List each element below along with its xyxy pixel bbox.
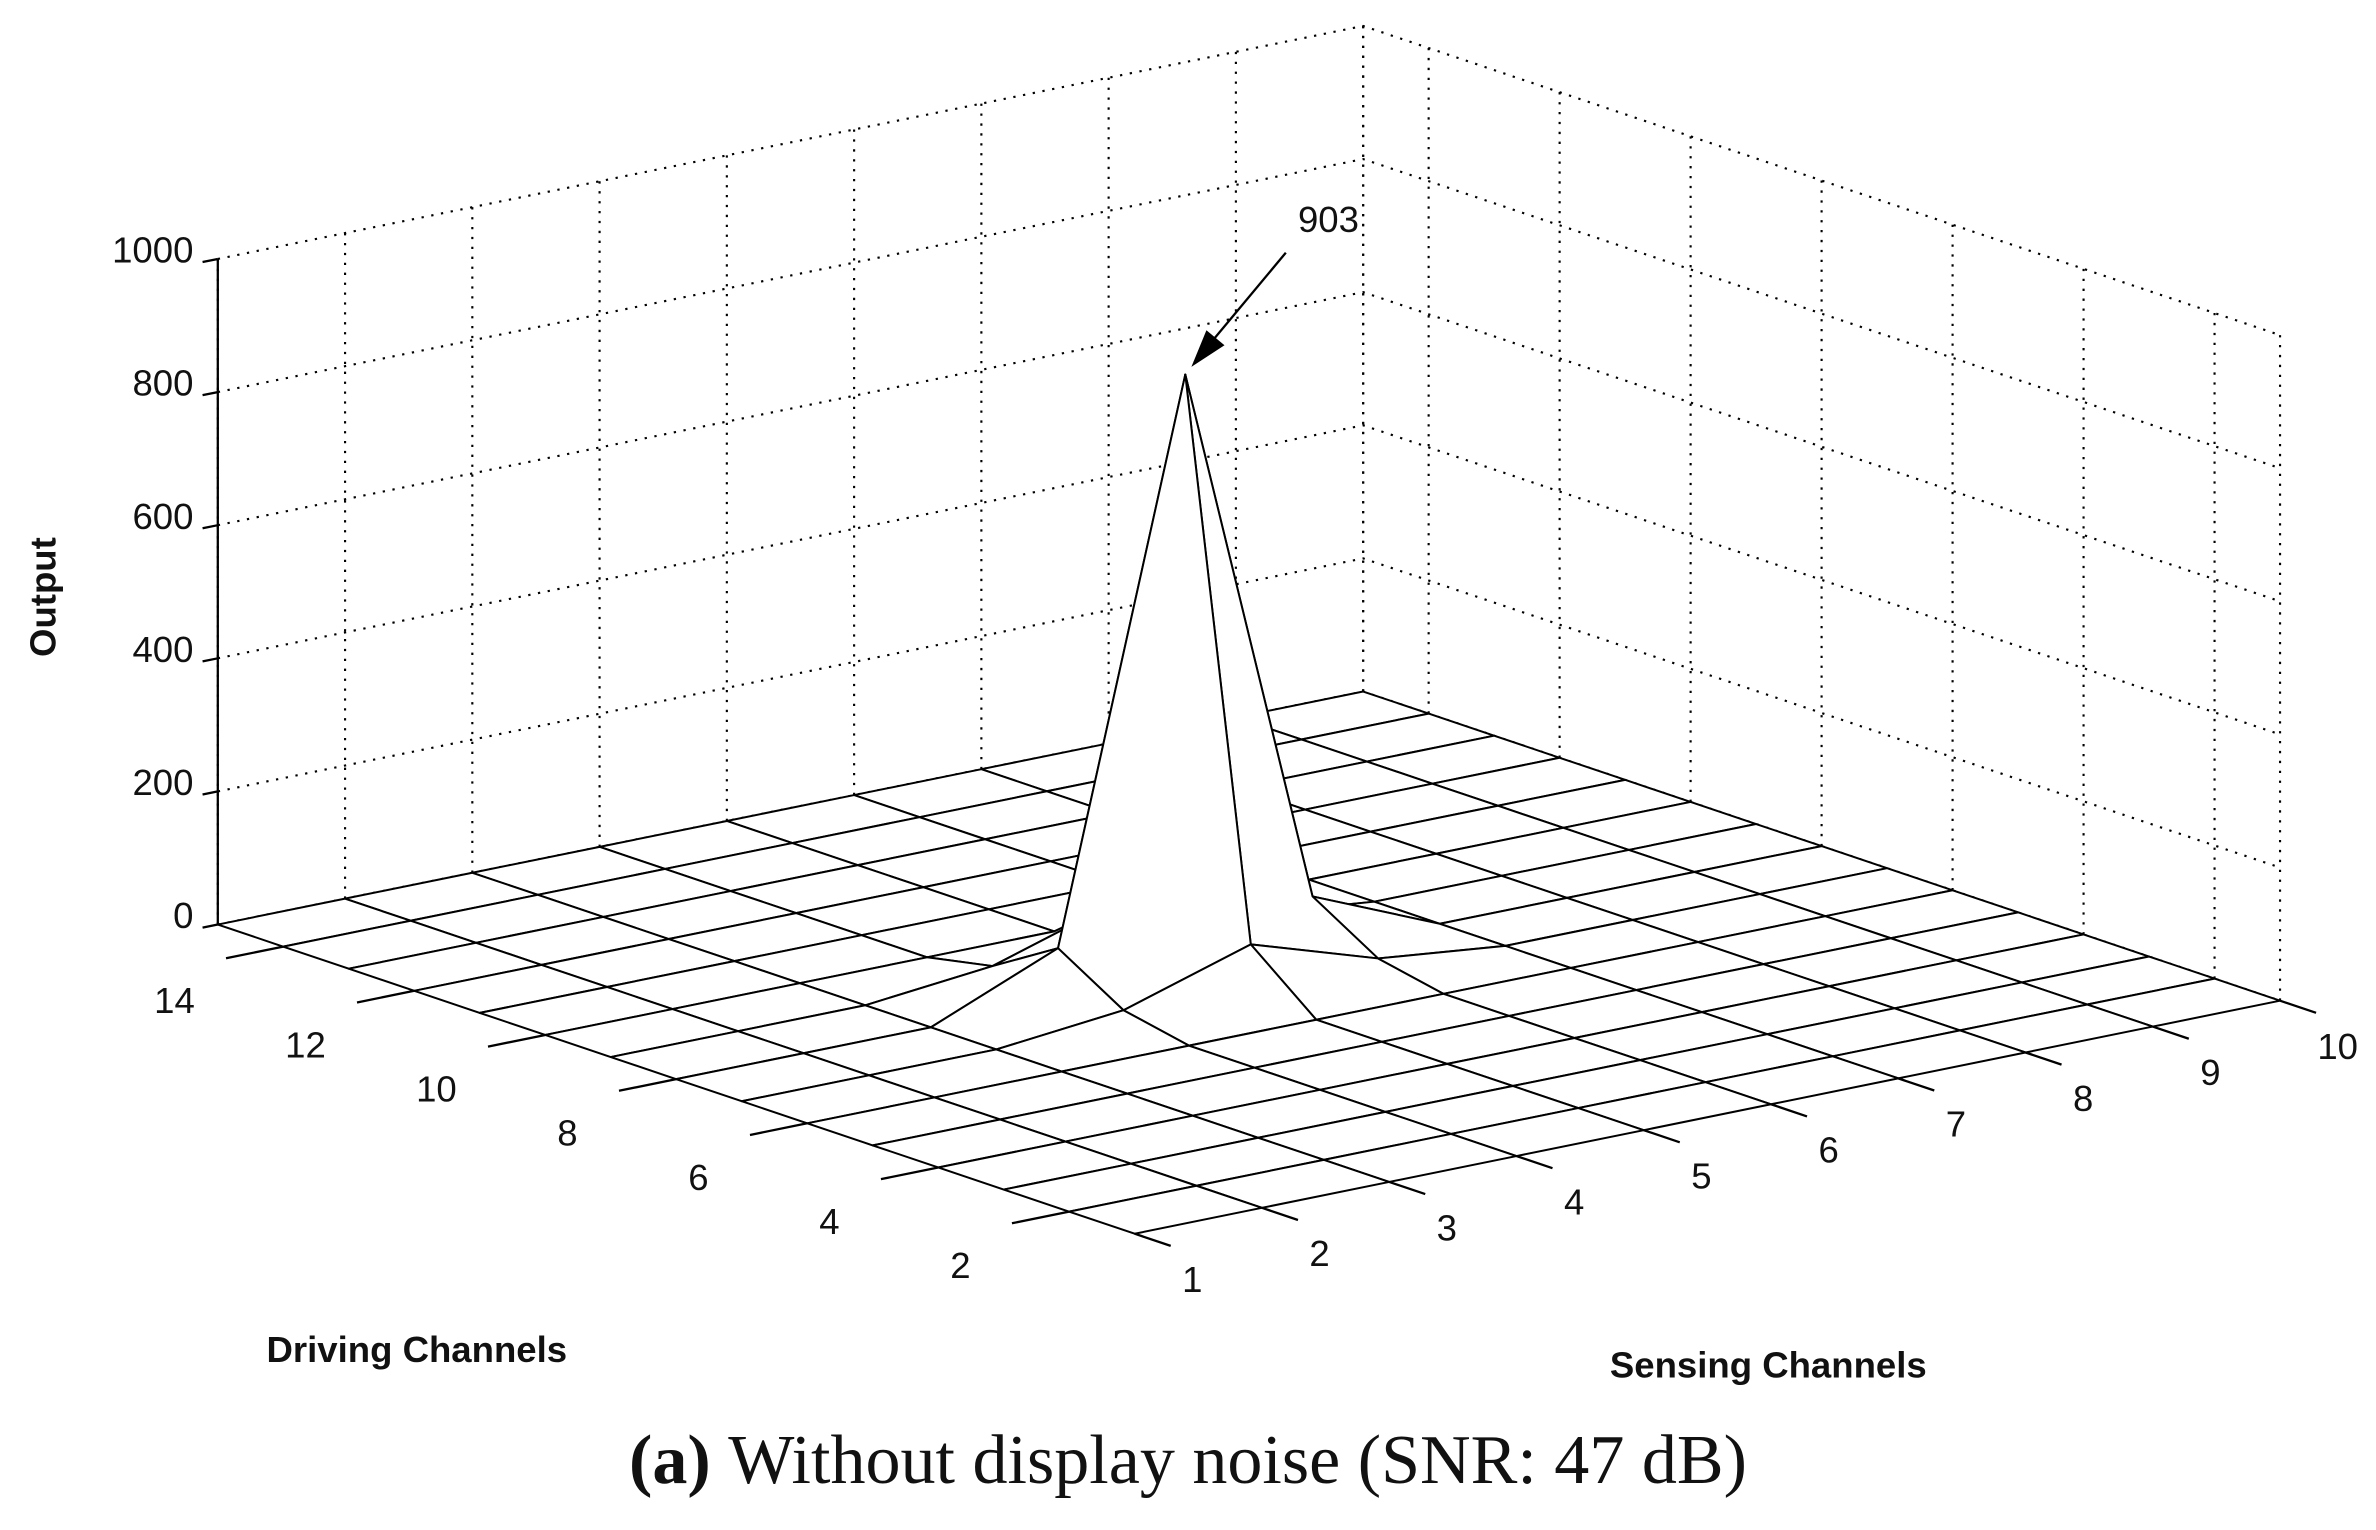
x-tick [1643,1129,1681,1144]
z-tick [202,524,219,530]
y-tick [225,945,284,960]
x-tick [1516,1154,1553,1170]
x-tick [1388,1180,1426,1196]
x-tick-label: 9 [2200,1052,2220,1093]
x-tick-label: 5 [1691,1155,1711,1196]
x-axis-label: Sensing Channels [1610,1344,1927,1385]
x-tick [2279,999,2317,1014]
annotation-arrowhead [1191,330,1225,367]
x-tick-label: 10 [2317,1026,2358,1067]
surface-cell [1057,373,1252,1012]
y-tick [880,1166,939,1181]
annotation-label: 903 [1298,199,1359,240]
z-tick [202,657,219,663]
grid-line [217,557,2281,869]
z-axis-label: Output [22,537,63,657]
x-tick [1134,1232,1172,1247]
y-tick [356,989,415,1004]
y-tick [749,1122,808,1137]
x-tick-label: 1 [1182,1259,1202,1300]
y-tick [1011,1210,1070,1225]
z-tick-label: 600 [132,496,193,537]
y-tick-label: 6 [688,1157,708,1198]
x-tick-label: 2 [1309,1233,1329,1274]
x-tick-label: 3 [1437,1207,1457,1248]
x-tick [2025,1051,2062,1066]
grid-line [217,424,2281,736]
x-tick-label: 6 [1818,1130,1838,1171]
caption-label: (a) [629,1422,711,1499]
caption: (a) Without display noise (SNR: 47 dB) [629,1422,1747,1499]
y-tick-label: 10 [416,1068,457,1109]
y-tick [618,1078,677,1092]
z-tick-label: 1000 [112,230,193,271]
grid-walls [216,24,2282,1002]
z-tick [202,923,219,929]
z-tick-label: 200 [132,762,193,803]
grid-line [217,24,2281,337]
x-tick-label: 7 [1946,1104,1966,1145]
y-tick-label: 4 [819,1201,839,1242]
y-tick-label: 14 [154,980,195,1021]
z-tick-label: 0 [173,895,193,936]
surface [216,373,2282,1235]
x-tick [1897,1077,1935,1092]
grid-line [217,157,2281,470]
z-tick [202,257,219,264]
z-tick [202,390,219,397]
x-tick-label: 8 [2073,1078,2093,1119]
x-tick [1261,1206,1299,1222]
z-tick-label: 800 [132,363,193,404]
axes: 0200400600800100024681012141234567891090… [112,199,2358,1300]
y-tick [487,1033,546,1048]
grid-line [217,291,2281,603]
z-tick [202,790,219,796]
x-tick [1770,1103,1808,1118]
y-axis-label: Driving Channels [267,1329,568,1370]
z-tick-label: 400 [132,629,193,670]
caption-text: Without display noise (SNR: 47 dB) [728,1422,1747,1499]
y-tick-label: 2 [950,1245,970,1286]
y-tick-label: 12 [285,1024,326,1065]
x-tick-label: 4 [1564,1181,1584,1222]
y-tick-label: 8 [557,1113,577,1154]
surface-cell [1068,1184,1263,1235]
x-tick [2152,1025,2190,1040]
